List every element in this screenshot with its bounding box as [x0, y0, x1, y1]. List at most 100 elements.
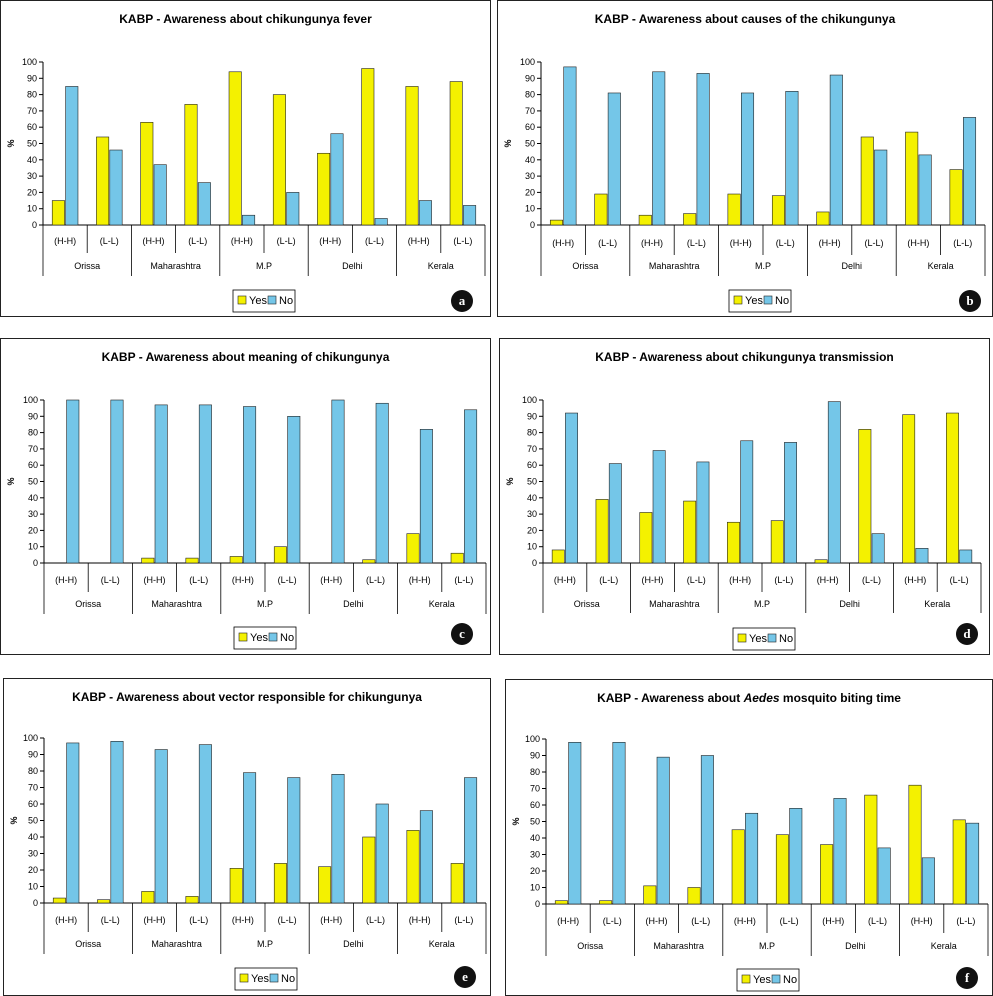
- panel-badge: [959, 290, 981, 312]
- y-tick-label: 60: [27, 122, 37, 132]
- x-group-label: M.P: [257, 599, 273, 609]
- x-category-label: (L-L): [953, 238, 972, 248]
- legend-label-yes: Yes: [753, 974, 771, 986]
- bar-yes-9: [450, 552, 464, 564]
- bar-no-5: [785, 91, 799, 226]
- legend-label-yes: Yes: [749, 633, 767, 645]
- x-category-label: (H-H): [54, 236, 76, 246]
- bar-no-9: [464, 409, 478, 564]
- x-category-label: (L-L): [687, 575, 706, 585]
- x-category-label: (L-L): [780, 916, 799, 926]
- x-group-label: Maharashtra: [151, 939, 202, 949]
- legend-box: [232, 289, 296, 313]
- y-tick-label: 50: [28, 816, 38, 826]
- bar-yes-6: [816, 211, 830, 226]
- legend-box: [728, 289, 792, 313]
- bar-yes-0: [551, 549, 565, 564]
- bar-no-2: [154, 749, 168, 904]
- legend-swatch-no: [268, 632, 278, 642]
- chart-svg: KABP - Awareness about meaning of chikun…: [6, 350, 487, 650]
- y-tick-label: 0: [33, 558, 38, 568]
- y-tick-label: 50: [28, 477, 38, 487]
- bar-no-1: [109, 149, 123, 226]
- x-category-label: (H-H): [646, 916, 668, 926]
- y-tick-label: 40: [527, 493, 537, 503]
- y-tick-label: 0: [532, 558, 537, 568]
- bar-yes-4: [727, 521, 740, 564]
- bar-no-5: [784, 442, 797, 564]
- x-category-label: (H-H): [319, 236, 341, 246]
- y-tick-label: 80: [28, 428, 38, 438]
- x-group-label: Orissa: [75, 939, 101, 949]
- x-category-label: (H-H): [554, 575, 576, 585]
- panel-badge: [451, 290, 473, 312]
- x-group-label: Delhi: [842, 261, 863, 271]
- bar-no-4: [243, 406, 257, 564]
- x-group-label: Delhi: [342, 261, 363, 271]
- y-tick-label: 20: [525, 187, 535, 197]
- bar-yes-8: [905, 131, 919, 226]
- bar-no-8: [419, 429, 433, 564]
- x-group-label: M.P: [256, 261, 272, 271]
- y-tick-label: 50: [525, 139, 535, 149]
- bar-no-9: [463, 205, 477, 226]
- x-category-label: (L-L): [366, 915, 385, 925]
- chart-title: KABP - Awareness about chikungunya trans…: [595, 350, 894, 364]
- y-tick-label: 10: [27, 204, 37, 214]
- bar-no-5: [287, 777, 301, 904]
- bar-no-1: [110, 740, 124, 904]
- bar-yes-3: [683, 213, 697, 226]
- x-group-label: M.P: [759, 941, 775, 951]
- bar-yes-3: [185, 896, 199, 904]
- panel-badge-label: b: [966, 293, 973, 308]
- chart-panel-a: KABP - Awareness about chikungunya fever…: [0, 0, 491, 317]
- y-tick-label: 70: [527, 444, 537, 454]
- y-axis-label: %: [511, 817, 521, 825]
- x-category-label: (H-H): [557, 916, 579, 926]
- y-tick-label: 30: [527, 509, 537, 519]
- y-tick-label: 90: [28, 750, 38, 760]
- bar-yes-6: [814, 559, 828, 564]
- x-category-label: (L-L): [691, 916, 710, 926]
- bar-no-6: [827, 401, 841, 564]
- legend-box: [233, 626, 297, 650]
- x-category-label: (L-L): [100, 236, 119, 246]
- x-category-label: (L-L): [366, 575, 385, 585]
- legend-swatch-yes: [737, 633, 747, 643]
- chart-svg: KABP - Awareness about vector responsibl…: [9, 690, 487, 991]
- y-tick-label: 40: [28, 832, 38, 842]
- y-tick-label: 80: [530, 767, 540, 777]
- y-tick-label: 60: [530, 800, 540, 810]
- y-tick-label: 80: [527, 428, 537, 438]
- bar-no-9: [464, 777, 478, 904]
- bar-yes-6: [318, 866, 332, 904]
- legend-swatch-yes: [239, 973, 249, 983]
- chart-svg: KABP - Awareness about Aedes mosquito bi…: [511, 691, 989, 992]
- legend-label-no: No: [779, 633, 793, 645]
- x-category-label: (H-H): [904, 575, 926, 585]
- x-category-label: (L-L): [956, 916, 975, 926]
- y-axis-label: %: [505, 477, 515, 485]
- x-group-label: Kerala: [429, 599, 455, 609]
- bar-yes-5: [775, 834, 789, 905]
- bar-yes-7: [860, 136, 874, 226]
- x-group-label: Orissa: [75, 599, 101, 609]
- y-tick-label: 100: [23, 733, 38, 743]
- y-tick-label: 0: [32, 220, 37, 230]
- x-category-label: (L-L): [101, 575, 120, 585]
- y-tick-label: 100: [520, 57, 535, 67]
- bar-yes-5: [272, 94, 286, 226]
- bar-no-7: [871, 533, 885, 564]
- bar-no-3: [197, 182, 211, 226]
- y-tick-label: 70: [28, 444, 38, 454]
- chart-panel-f: KABP - Awareness about Aedes mosquito bi…: [505, 679, 993, 996]
- bar-yes-4: [229, 868, 243, 904]
- y-tick-label: 10: [530, 883, 540, 893]
- x-group-label: Maharashtra: [151, 599, 202, 609]
- x-group-label: Orissa: [74, 261, 100, 271]
- x-group-label: Kerala: [429, 939, 455, 949]
- x-category-label: (H-H): [817, 575, 839, 585]
- x-category-label: (L-L): [862, 575, 881, 585]
- x-category-label: (H-H): [730, 238, 752, 248]
- bar-yes-0: [52, 897, 66, 904]
